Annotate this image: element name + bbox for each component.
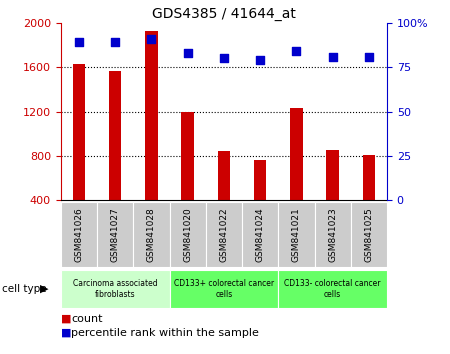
Text: ▶: ▶ bbox=[40, 284, 48, 294]
Bar bbox=[133, 202, 170, 267]
Point bbox=[256, 57, 264, 63]
Text: count: count bbox=[71, 314, 103, 324]
Bar bbox=[351, 202, 387, 267]
Bar bbox=[170, 270, 278, 308]
Point bbox=[220, 56, 227, 61]
Text: GSM841023: GSM841023 bbox=[328, 207, 337, 262]
Text: GSM841020: GSM841020 bbox=[183, 207, 192, 262]
Text: cell type: cell type bbox=[2, 284, 47, 294]
Bar bbox=[206, 202, 242, 267]
Bar bbox=[254, 160, 266, 200]
Bar bbox=[145, 31, 158, 200]
Point bbox=[365, 54, 373, 59]
Point bbox=[148, 36, 155, 42]
Bar bbox=[97, 202, 133, 267]
Bar bbox=[315, 202, 351, 267]
Bar bbox=[278, 202, 315, 267]
Bar bbox=[109, 71, 122, 200]
Point bbox=[75, 40, 82, 45]
Bar bbox=[363, 155, 375, 200]
Bar bbox=[72, 64, 85, 200]
Text: percentile rank within the sample: percentile rank within the sample bbox=[71, 328, 259, 338]
Point bbox=[112, 40, 119, 45]
Bar bbox=[326, 150, 339, 200]
Point bbox=[329, 54, 336, 59]
Text: GSM841026: GSM841026 bbox=[74, 207, 83, 262]
Bar bbox=[290, 108, 303, 200]
Text: GSM841027: GSM841027 bbox=[111, 207, 120, 262]
Text: GSM841025: GSM841025 bbox=[364, 207, 373, 262]
Point bbox=[184, 50, 191, 56]
Text: GSM841021: GSM841021 bbox=[292, 207, 301, 262]
Bar bbox=[278, 270, 387, 308]
Point bbox=[293, 48, 300, 54]
Text: GSM841022: GSM841022 bbox=[220, 207, 228, 262]
Title: GDS4385 / 41644_at: GDS4385 / 41644_at bbox=[152, 7, 296, 21]
Text: CD133+ colorectal cancer
cells: CD133+ colorectal cancer cells bbox=[174, 279, 274, 299]
Text: GSM841024: GSM841024 bbox=[256, 207, 265, 262]
Bar bbox=[61, 270, 170, 308]
Text: ■: ■ bbox=[61, 314, 71, 324]
Bar bbox=[217, 152, 230, 200]
Bar bbox=[181, 112, 194, 200]
Bar bbox=[61, 202, 97, 267]
Bar bbox=[170, 202, 206, 267]
Text: ■: ■ bbox=[61, 328, 71, 338]
Bar bbox=[242, 202, 278, 267]
Text: GSM841028: GSM841028 bbox=[147, 207, 156, 262]
Text: CD133- colorectal cancer
cells: CD133- colorectal cancer cells bbox=[284, 279, 381, 299]
Text: Carcinoma associated
fibroblasts: Carcinoma associated fibroblasts bbox=[73, 279, 158, 299]
